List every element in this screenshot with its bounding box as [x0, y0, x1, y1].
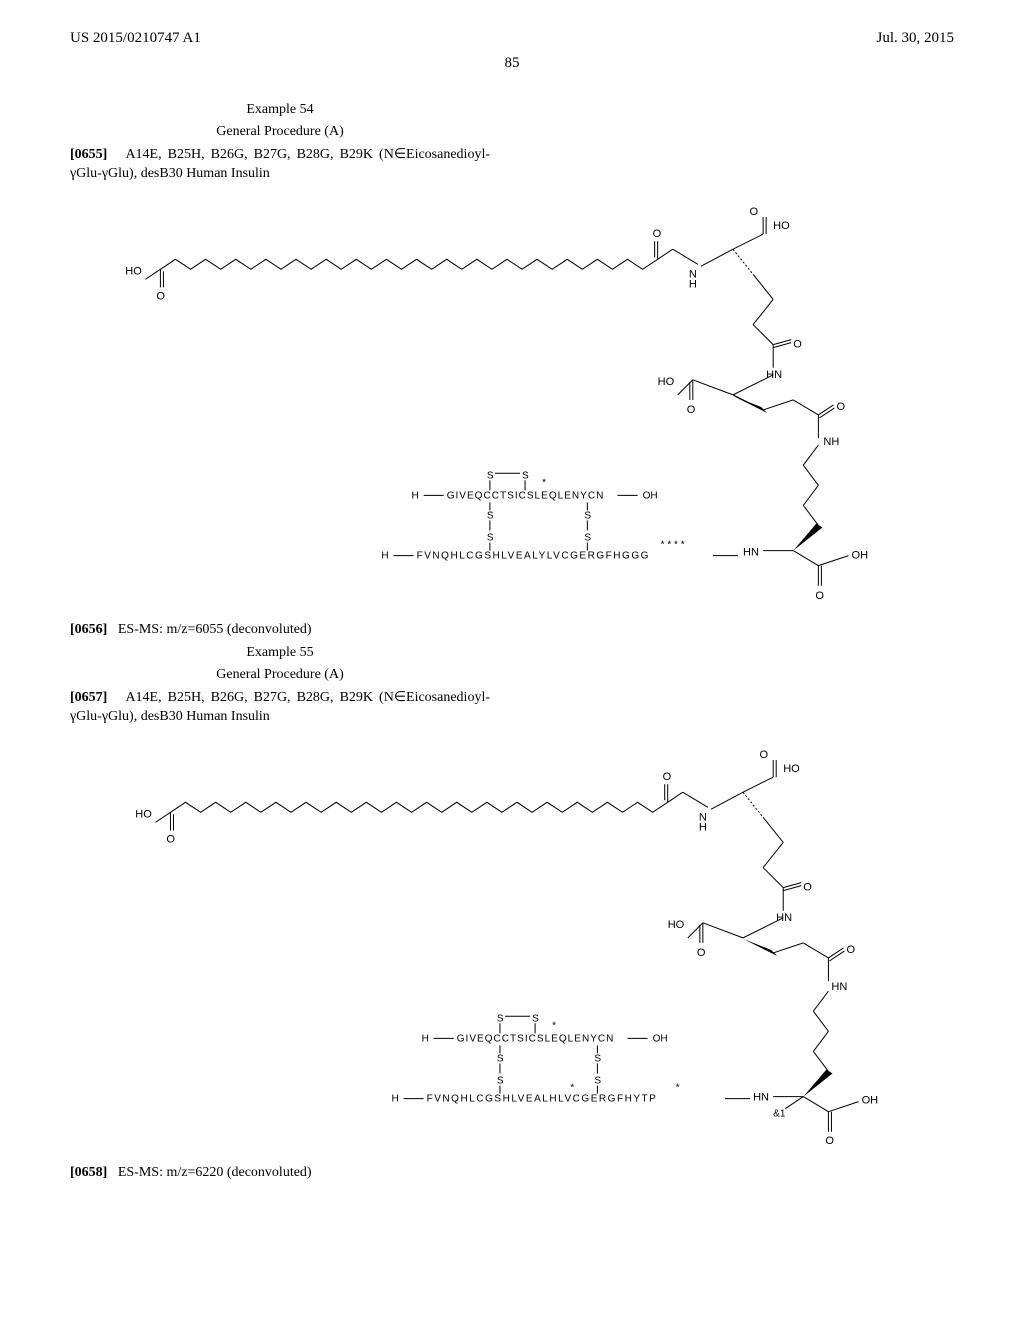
s-label: S: [522, 470, 529, 481]
asterisk: *: [570, 1083, 574, 1094]
example-55-procedure: General Procedure (A): [70, 667, 490, 683]
hn-label: HN: [766, 369, 782, 381]
h-label: H: [391, 1094, 398, 1105]
hn-label: HN: [753, 1092, 769, 1104]
structure-55-svg: HO O O N H HO O O HN HO O O HN O OH HN &…: [70, 742, 954, 1144]
asterisk-4: * * * *: [661, 539, 685, 550]
o-label: O: [156, 290, 165, 302]
oh-label: OH: [862, 1095, 879, 1107]
o-label: O: [825, 1135, 834, 1144]
publication-number: US 2015/0210747 A1: [70, 30, 201, 47]
nh-label: NH: [823, 436, 839, 448]
page-header: US 2015/0210747 A1 Jul. 30, 2015: [70, 30, 954, 47]
o-label: O: [166, 834, 175, 846]
ho-label: HO: [668, 919, 685, 931]
ho-label: HO: [783, 763, 800, 775]
s-label: S: [497, 1076, 504, 1087]
structure-55: HO O O N H HO O O HN HO O O HN O OH HN &…: [70, 742, 954, 1149]
svg-text:H: H: [699, 822, 707, 834]
publication-date: Jul. 30, 2015: [876, 30, 954, 47]
o-label: O: [815, 590, 824, 601]
asterisk: *: [552, 1021, 556, 1032]
s-label: S: [497, 1054, 504, 1065]
s-label: S: [487, 470, 494, 481]
para-number: [0657]: [70, 690, 107, 705]
example-55-title: Example 55: [70, 645, 490, 661]
chain-b-seq: FVNQHLCGSHLVEALHLVCGERGFHYTP: [427, 1094, 658, 1105]
s-label: S: [584, 510, 591, 521]
chain-a-seq: GIVEQCCTSICSLEQLENYCN: [457, 1034, 615, 1045]
o-label: O: [793, 338, 802, 350]
o-label: O: [697, 947, 706, 959]
s-label: S: [532, 1014, 539, 1025]
s-label: S: [594, 1076, 601, 1087]
o-label: O: [803, 882, 812, 894]
ms-text: ES-MS: m/z=6055 (deconvoluted): [118, 622, 312, 637]
structure-54: HO O O N H HO O O HN HO O O NH O OH HN H…: [70, 199, 954, 606]
ho-label: HO: [135, 809, 152, 821]
example-54-ms: [0656] ES-MS: m/z=6055 (deconvoluted): [70, 621, 490, 640]
o-label: O: [653, 228, 662, 240]
hn-label: HN: [831, 981, 847, 993]
ho-label: HO: [125, 265, 142, 277]
s-label: S: [584, 532, 591, 543]
ho-label: HO: [658, 376, 675, 388]
svg-text:H: H: [689, 278, 697, 290]
oh-label: OH: [852, 549, 869, 561]
s-label: S: [594, 1054, 601, 1065]
structure-54-svg: HO O O N H HO O O HN HO O O NH O OH HN H…: [70, 199, 954, 601]
s-label: S: [487, 510, 494, 521]
h-label: H: [381, 550, 388, 561]
and1-label: &1: [773, 1109, 786, 1120]
chain-a-seq: GIVEQCCTSICSLEQLENYCN: [447, 490, 605, 501]
s-label: S: [487, 532, 494, 543]
hn-label: HN: [776, 912, 792, 924]
example-55-paragraph: [0657] A14E, B25H, B26G, B27G, B28G, B29…: [70, 689, 490, 727]
s-label: S: [497, 1014, 504, 1025]
example-54-paragraph: [0655] A14E, B25H, B26G, B27G, B28G, B29…: [70, 146, 490, 184]
para-text: A14E, B25H, B26G, B27G, B28G, B29K (N∈Ei…: [70, 147, 490, 181]
para-text: A14E, B25H, B26G, B27G, B28G, B29K (N∈Ei…: [70, 690, 490, 724]
hn-label: HN: [743, 546, 759, 558]
o-label: O: [750, 206, 759, 218]
asterisk: *: [676, 1083, 680, 1094]
o-label: O: [836, 401, 845, 413]
h-label: H: [422, 1034, 429, 1045]
para-number: [0655]: [70, 147, 107, 162]
oh-label: OH: [653, 1034, 668, 1045]
example-54-procedure: General Procedure (A): [70, 124, 490, 140]
o-label: O: [847, 944, 856, 956]
ho-label: HO: [773, 220, 790, 232]
para-number: [0658]: [70, 1165, 107, 1180]
para-number: [0656]: [70, 622, 107, 637]
page-number: 85: [70, 55, 954, 72]
example-54-title: Example 54: [70, 102, 490, 118]
chain-b-seq: FVNQHLCGSHLVEALYLVCGERGFHGGG: [417, 550, 650, 561]
asterisk: *: [542, 477, 546, 488]
oh-label: OH: [643, 490, 658, 501]
o-label: O: [687, 404, 696, 416]
example-55-ms: [0658] ES-MS: m/z=6220 (deconvoluted): [70, 1164, 490, 1183]
o-label: O: [663, 771, 672, 783]
h-label: H: [412, 490, 419, 501]
ms-text: ES-MS: m/z=6220 (deconvoluted): [118, 1165, 312, 1180]
o-label: O: [760, 749, 769, 761]
